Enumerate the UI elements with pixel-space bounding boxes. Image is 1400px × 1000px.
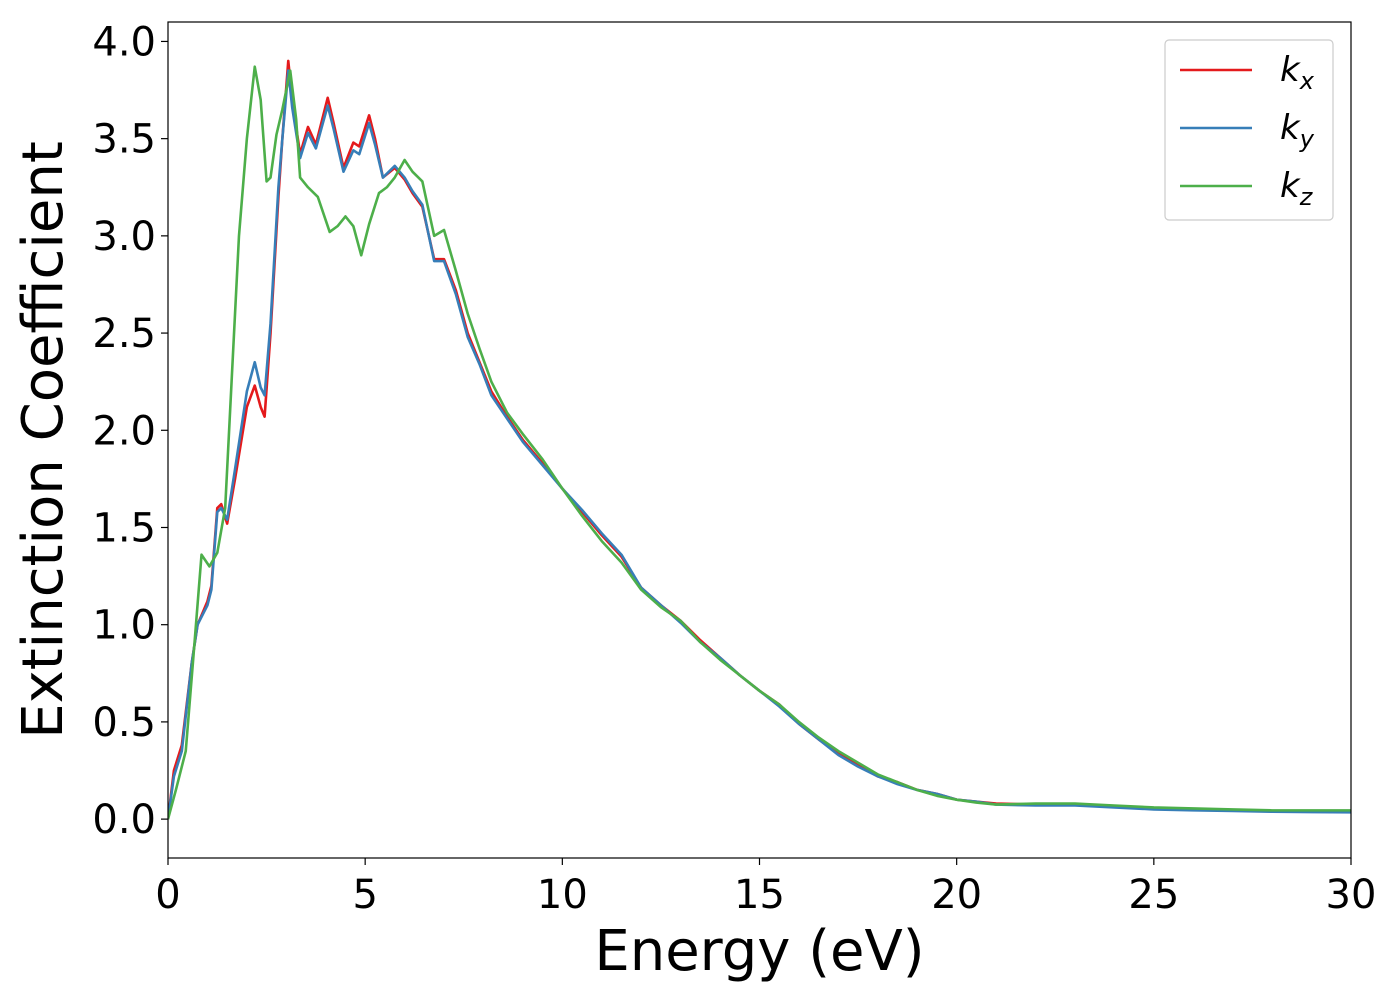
x-tick-label: 10 — [537, 872, 588, 918]
y-tick-label: 1.0 — [92, 603, 156, 649]
legend-label-kx: kx — [1280, 50, 1315, 95]
y-tick-label: 2.0 — [92, 408, 156, 454]
legend-box — [1164, 39, 1334, 221]
y-tick-label: 3.0 — [92, 214, 156, 260]
x-axis-title: Energy (eV) — [594, 919, 924, 984]
legend-subscript: y — [1299, 125, 1315, 153]
y-axis-title: Extinction Coefficient — [11, 141, 76, 739]
x-tick-label: 0 — [155, 872, 180, 918]
legend-subscript: z — [1299, 183, 1314, 211]
y-tick-label: 0.5 — [92, 700, 156, 746]
x-tick-label: 15 — [734, 872, 785, 918]
x-tick-label: 25 — [1128, 872, 1179, 918]
x-tick-label: 30 — [1326, 872, 1377, 918]
x-tick-label: 5 — [352, 872, 377, 918]
series-layer — [168, 59, 1351, 820]
series-line-kz — [168, 65, 1351, 820]
y-tick-label: 4.0 — [92, 19, 156, 65]
y-tick-label: 3.5 — [92, 117, 156, 163]
legend-subscript: x — [1299, 67, 1315, 95]
y-tick-label: 1.5 — [92, 505, 156, 551]
y-tick-label: 2.5 — [92, 311, 156, 357]
x-axis-ticks: 0 5 10 15 20 25 30 — [155, 858, 1376, 918]
y-axis-ticks: 0.0 0.5 1.0 1.5 2.0 2.5 3.0 3.5 4.0 — [92, 19, 168, 843]
x-tick-label: 20 — [931, 872, 982, 918]
y-tick-label: 0.0 — [92, 797, 156, 843]
